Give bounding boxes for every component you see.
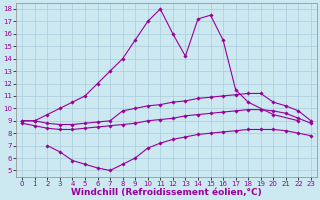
- X-axis label: Windchill (Refroidissement éolien,°C): Windchill (Refroidissement éolien,°C): [71, 188, 262, 197]
